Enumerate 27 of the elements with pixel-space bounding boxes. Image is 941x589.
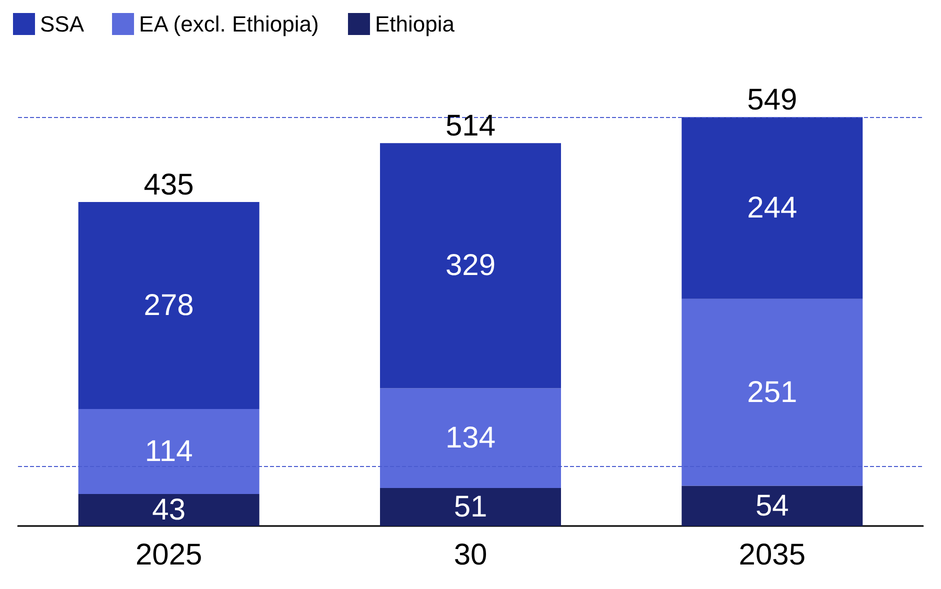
bar — [78, 409, 260, 494]
data-label: 51 — [454, 490, 488, 524]
data-label: 54 — [755, 489, 789, 522]
x-tick-label: 2035 — [738, 538, 806, 572]
data-label: 114 — [144, 435, 193, 468]
legend-label: Ethiopia — [374, 12, 456, 36]
bar — [380, 388, 561, 488]
data-label: 244 — [747, 191, 798, 224]
bar — [78, 202, 260, 410]
data-label: 329 — [445, 249, 496, 282]
total-label: 549 — [747, 84, 798, 117]
bar — [682, 298, 863, 486]
data-label: 43 — [152, 493, 186, 526]
legend-label: SSA — [40, 12, 84, 36]
bar — [380, 488, 561, 526]
bar — [682, 117, 863, 299]
data-label: 134 — [445, 422, 496, 455]
total-label: 514 — [445, 110, 496, 143]
total-label: 435 — [144, 168, 194, 202]
x-tick-label: 2025 — [135, 538, 202, 572]
bar — [380, 143, 561, 388]
x-tick-label: 30 — [454, 538, 488, 572]
data-label: 278 — [144, 289, 194, 322]
bar — [78, 494, 260, 526]
data-label: 251 — [747, 376, 798, 409]
bar — [682, 486, 863, 526]
legend-label: EA (excl. Ethiopia) — [139, 12, 319, 36]
